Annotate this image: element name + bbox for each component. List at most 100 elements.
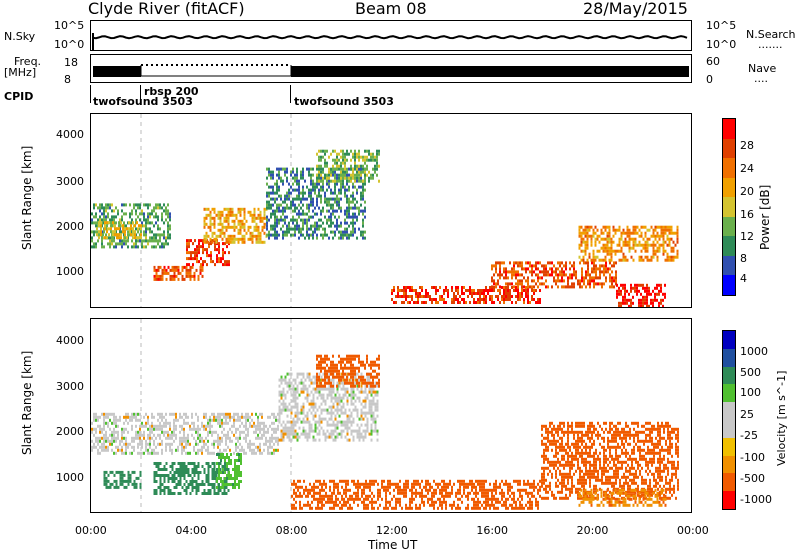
vel-cbar-swatch-2 (723, 366, 735, 385)
velocity-ytick-3000: 3000 (56, 380, 84, 393)
velocity-heatmap (91, 319, 679, 512)
cpid-segment-3: twofsound 3503 (294, 95, 394, 108)
vel-cbar-tick-500: 500 (740, 366, 761, 379)
nave-legend: .... (754, 72, 768, 85)
vel-cbar-tick-25: 25 (740, 408, 754, 421)
power-cbar-tick-24: 24 (740, 162, 754, 175)
freq-left-tick-bottom: 8 (64, 73, 71, 86)
power-svg-region-9 (578, 225, 679, 262)
freq-label-top: Freq. (14, 55, 42, 68)
vel-svg-region-2 (316, 354, 380, 388)
vel-cbar-swatch-6 (723, 437, 735, 456)
noise-left-label: N.Sky (4, 30, 36, 43)
power-svg-region-4 (203, 207, 268, 244)
power-cbar-swatch-0 (723, 119, 735, 139)
date-title: 28/May/2015 (583, 0, 688, 18)
vel-cbar-swatch-9 (723, 491, 735, 509)
power-cbar-swatch-1 (723, 138, 735, 159)
velocity-ylabel: Slant Range [km] (20, 350, 34, 455)
time-tick-5: 20:00 (576, 524, 609, 537)
power-cbar-tick-20: 20 (740, 185, 754, 198)
noise-right-legend: ....... (758, 38, 783, 51)
noise-panel (90, 20, 692, 51)
vel-cbar-tick-m100: -100 (740, 451, 765, 464)
power-svg-region-7 (391, 286, 541, 304)
vel-svg-region-5 (216, 453, 242, 489)
cpid-divider-0 (90, 85, 91, 103)
freq-left-tick-top: 18 (64, 56, 78, 69)
vel-cbar-label: Velocity [m s^-1] (775, 370, 788, 466)
vel-cbar-swatch-5 (723, 419, 735, 438)
power-panel (90, 113, 692, 308)
vel-cbar-swatch-1 (723, 348, 735, 367)
power-svg-region-5 (266, 167, 366, 240)
velocity-panel (90, 318, 692, 513)
vel-cbar-swatch-3 (723, 384, 735, 403)
velocity-ytick-2000: 2000 (56, 425, 84, 438)
noise-left-tick-top: 10^5 (54, 19, 85, 32)
power-cbar-swatch-3 (723, 177, 735, 198)
nave-label: Nave (748, 62, 777, 75)
freq-right-tick-bottom: 0 (706, 73, 713, 86)
frequency-panel (90, 54, 692, 83)
vel-svg-region-3 (103, 470, 142, 489)
noise-left-tick-bottom: 10^0 (54, 38, 85, 51)
time-tick-4: 16:00 (476, 524, 509, 537)
power-svg-region-8 (491, 261, 617, 289)
station-title: Clyde River (fitACF) (88, 0, 245, 18)
frequency-trace (93, 64, 689, 77)
vel-svg-region-1 (278, 372, 379, 442)
power-svg-region-1 (96, 221, 142, 240)
vel-svg-region-0 (91, 412, 279, 455)
vel-cbar-swatch-0 (723, 331, 735, 349)
power-ytick-3000: 3000 (56, 175, 84, 188)
time-tick-1: 04:00 (175, 524, 208, 537)
power-svg-region-6 (316, 149, 380, 183)
velocity-colorbar (722, 330, 736, 510)
vel-svg-region-8 (578, 488, 667, 507)
power-ytick-1000: 1000 (56, 265, 84, 278)
time-tick-2: 08:00 (275, 524, 308, 537)
power-svg-region-10 (616, 283, 666, 307)
freq-right-tick-top: 60 (706, 55, 720, 68)
power-ytick-4000: 4000 (56, 128, 84, 141)
power-svg-region-2 (153, 265, 204, 281)
noise-right-label: N.Search (746, 28, 796, 41)
power-cbar-tick-8: 8 (740, 252, 747, 265)
power-cbar-swatch-8 (723, 275, 735, 295)
vel-cbar-swatch-7 (723, 455, 735, 474)
power-cbar-swatch-6 (723, 236, 735, 256)
power-ylabel: Slant Range [km] (20, 145, 34, 250)
power-cbar-tick-12: 12 (740, 230, 754, 243)
cpid-divider-2 (290, 85, 291, 103)
vel-cbar-tick-m1000: -1000 (740, 493, 772, 506)
power-cbar-label: Power [dB] (758, 184, 772, 250)
vel-cbar-swatch-8 (723, 473, 735, 492)
power-cbar-swatch-4 (723, 197, 735, 217)
noise-trace (92, 33, 688, 50)
cpid-segment-2: rbsp 200 (144, 85, 199, 98)
cpid-divider-1 (140, 85, 141, 103)
power-heatmap (91, 114, 679, 307)
freq-label-bottom: [MHz] (4, 66, 37, 79)
cpid-label: CPID (4, 90, 34, 103)
power-cbar-swatch-7 (723, 255, 735, 276)
vel-cbar-tick-m500: -500 (740, 472, 765, 485)
vel-svg-region-7 (541, 421, 679, 500)
cpid-segment-1: twofsound 3503 (93, 95, 193, 108)
power-cbar-tick-16: 16 (740, 208, 754, 221)
vel-cbar-tick-m25: -25 (740, 429, 758, 442)
power-cbar-tick-28: 28 (740, 139, 754, 152)
vel-svg-region-6 (291, 479, 541, 510)
vel-cbar-swatch-4 (723, 402, 735, 420)
vel-cbar-tick-1000: 1000 (740, 345, 768, 358)
beam-title: Beam 08 (355, 0, 427, 18)
vel-cbar-tick-100: 100 (740, 386, 761, 399)
time-axis-title: Time UT (368, 538, 418, 552)
power-cbar-tick-4: 4 (740, 272, 747, 285)
power-ytick-2000: 2000 (56, 220, 84, 233)
power-colorbar (722, 118, 736, 296)
time-tick-3: 12:00 (376, 524, 408, 537)
velocity-ytick-4000: 4000 (56, 334, 84, 347)
noise-right-tick-top: 10^5 (706, 19, 737, 32)
